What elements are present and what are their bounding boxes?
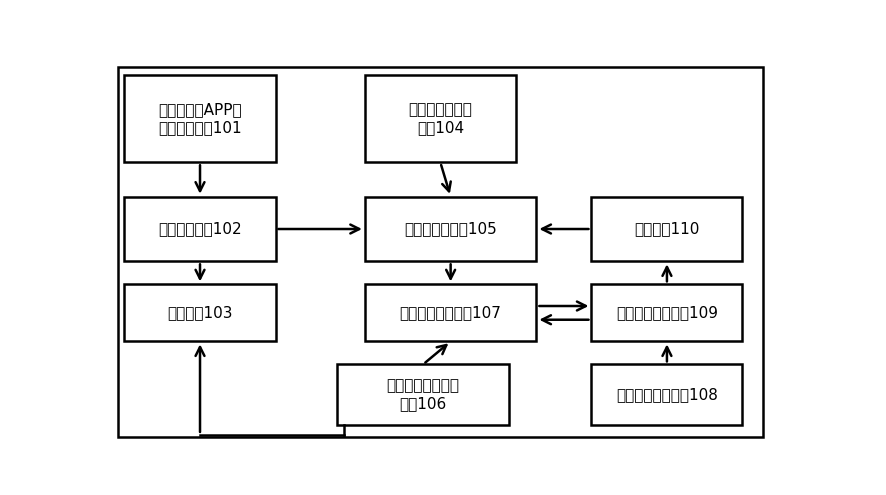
Bar — [591, 364, 742, 425]
Text: 总管理访问权限
模块104: 总管理访问权限 模块104 — [408, 102, 472, 135]
Bar — [338, 364, 509, 425]
Text: 结算模块110: 结算模块110 — [634, 221, 700, 237]
Text: 维护下单模块102: 维护下单模块102 — [159, 221, 242, 237]
Text: 员工数据管理模块109: 员工数据管理模块109 — [616, 305, 718, 320]
Bar — [124, 197, 276, 261]
Text: 支付模块103: 支付模块103 — [167, 305, 233, 320]
Bar — [365, 75, 516, 162]
Bar — [124, 284, 276, 342]
Bar — [591, 284, 742, 342]
Text: 总数据管理模块105: 总数据管理模块105 — [404, 221, 497, 237]
Text: 员工电子登录模块108: 员工电子登录模块108 — [616, 387, 718, 402]
Text: 门店管理访问权限
模块106: 门店管理访问权限 模块106 — [386, 379, 460, 411]
Bar — [365, 284, 536, 342]
Text: 用户（手机APP）
电子注册模块101: 用户（手机APP） 电子注册模块101 — [159, 102, 242, 135]
Bar — [124, 75, 276, 162]
Text: 门店数据管理模块107: 门店数据管理模块107 — [400, 305, 501, 320]
Bar — [365, 197, 536, 261]
Bar — [591, 197, 742, 261]
